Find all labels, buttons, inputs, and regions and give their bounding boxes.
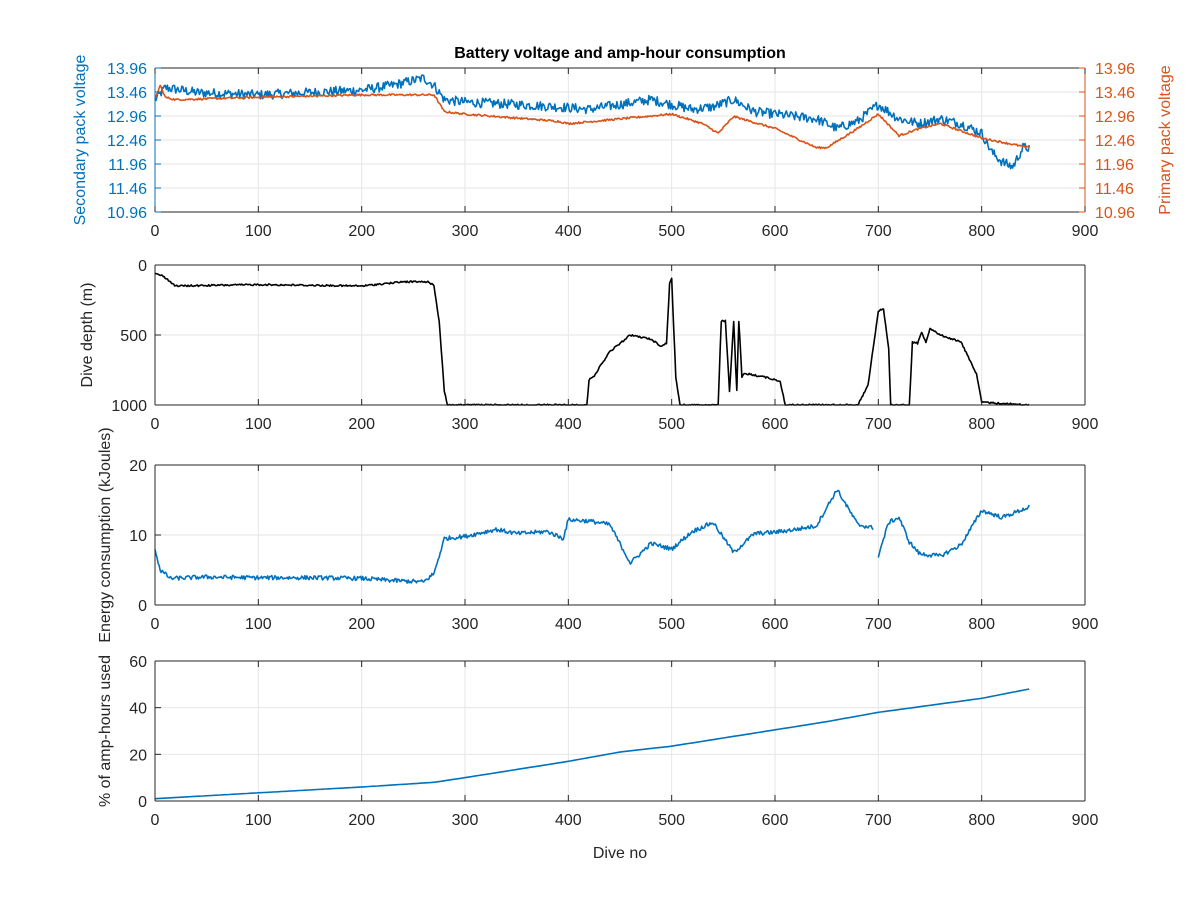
x-tick-label: 0 [151,616,160,633]
y-right-tick-label: 11.46 [1095,181,1134,198]
axes-panel-1: 0 100 200 300 400 500 600 700 800 90010.9611.4611… [72,55,1174,240]
x-tick-label: 700 [865,416,892,433]
x-tick-label: 900 [1072,616,1099,633]
y-right-tick-label: 13.96 [1095,61,1135,78]
x-tick-label: 700 [865,616,892,633]
y-axis-label: % of amp-hours used [97,655,114,807]
x-tick-label: 900 [1072,416,1099,433]
x-tick-label: 300 [452,812,479,829]
axes-layer: 0 100 200 300 400 500 600 700 800 90010.9611.4611… [72,55,1174,862]
axes-panel-2: 0 100 200 300 400 500 600 700 800 900 0 500 1000 Dive… [79,258,1098,433]
y-tick-label: 20 [129,458,147,475]
x-tick-label: 300 [452,223,479,240]
x-tick-label: 300 [452,616,479,633]
x-tick-label: 700 [865,812,892,829]
y-tick-label: 11.46 [108,181,147,198]
y-right-tick-label: 10.96 [1095,205,1135,222]
y-axis-label: Energy consumption (kJoules) [97,427,114,642]
y-right-tick-label: 12.96 [1095,109,1135,126]
y-axis-label-right: Primary pack voltage [1157,65,1174,214]
x-tick-label: 200 [348,812,375,829]
x-tick-label: 100 [245,616,272,633]
x-tick-label: 400 [555,616,582,633]
y-axis-label: Secondary pack voltage [72,55,89,226]
x-tick-label: 800 [968,812,995,829]
x-tick-label: 600 [762,812,789,829]
series-line-1 [154,272,1030,406]
x-tick-label: 600 [762,616,789,633]
y-tick-label: 500 [120,328,147,345]
y-tick-label: 12.96 [107,109,147,126]
x-tick-label: 700 [865,223,892,240]
axes-panel-4: 0 100 200 300 400 500 600 700 800 900 0 20 40 60 % of … [97,654,1098,862]
x-tick-label: 800 [968,223,995,240]
x-tick-label: 800 [968,616,995,633]
x-tick-label: 500 [658,616,685,633]
y-tick-label: 0 [138,794,147,811]
x-tick-label: 400 [555,812,582,829]
x-axis-label: Dive no [593,845,647,862]
x-tick-label: 100 [245,416,272,433]
series-line-1 [154,489,874,584]
x-tick-label: 200 [348,223,375,240]
y-axis-label: Dive depth (m) [79,283,96,388]
series-line-1 [154,688,1030,800]
x-tick-label: 0 [151,416,160,433]
x-tick-label: 600 [762,416,789,433]
x-tick-label: 100 [245,812,272,829]
x-tick-label: 600 [762,223,789,240]
x-tick-label: 200 [348,416,375,433]
series-line-1 [154,74,1030,170]
x-tick-label: 400 [555,416,582,433]
x-tick-label: 400 [555,223,582,240]
y-tick-label: 40 [129,701,147,718]
y-right-tick-label: 13.46 [1095,85,1135,102]
y-tick-label: 0 [138,598,147,615]
x-tick-label: 500 [658,812,685,829]
y-tick-label: 1000 [111,398,147,415]
x-tick-label: 100 [245,223,272,240]
x-tick-label: 500 [658,416,685,433]
y-tick-label: 0 [138,258,147,275]
y-tick-label: 60 [129,654,147,671]
axes-panel-3: 0 100 200 300 400 500 600 700 800 900 0 10 20 Energy … [97,427,1098,642]
x-tick-label: 200 [348,616,375,633]
x-tick-label: 0 [151,812,160,829]
y-right-tick-label: 12.46 [1095,133,1135,150]
series-line-2 [877,504,1030,558]
y-tick-label: 13.46 [107,85,147,102]
y-tick-label: 10.96 [107,205,147,222]
x-tick-label: 0 [151,223,160,240]
x-tick-label: 500 [658,223,685,240]
y-right-tick-label: 11.96 [1095,157,1134,174]
x-tick-label: 900 [1072,812,1099,829]
y-tick-label: 12.46 [107,133,147,150]
x-tick-label: 800 [968,416,995,433]
figure-title: Battery voltage and amp-hour consumption [454,45,786,62]
y-tick-label: 20 [129,747,147,764]
x-tick-label: 300 [452,416,479,433]
y-tick-label: 13.96 [107,61,147,78]
y-tick-label: 10 [129,528,147,545]
series-line-2 [154,84,1030,150]
x-tick-label: 900 [1072,223,1099,240]
y-tick-label: 11.96 [108,157,147,174]
